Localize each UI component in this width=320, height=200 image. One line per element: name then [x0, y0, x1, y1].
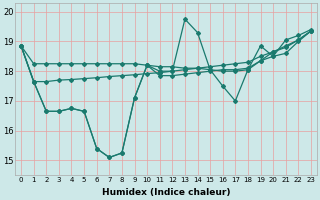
- X-axis label: Humidex (Indice chaleur): Humidex (Indice chaleur): [102, 188, 230, 197]
